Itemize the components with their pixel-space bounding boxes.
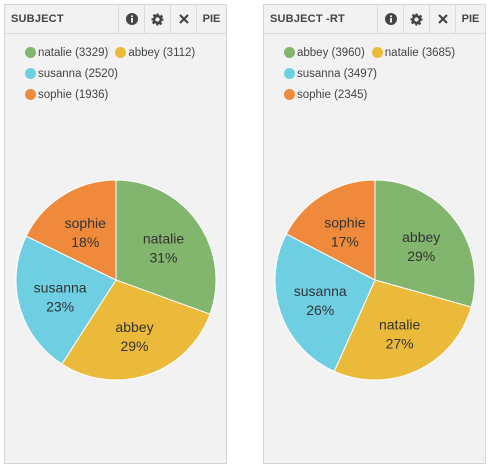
- panel-toolbar: PIE: [118, 5, 226, 33]
- gear-icon: [410, 13, 423, 25]
- slice-percent: 29%: [407, 248, 435, 264]
- legend-swatch: [371, 47, 383, 58]
- slice-label: susanna: [34, 280, 87, 296]
- close-button[interactable]: [170, 5, 196, 33]
- pie-slice-sophie[interactable]: [25, 179, 117, 281]
- pie-slice-susanna[interactable]: [274, 233, 376, 372]
- legend-item[interactable]: natalie (3685): [371, 46, 456, 59]
- chart-type-button[interactable]: PIE: [196, 5, 226, 33]
- settings-button[interactable]: [403, 5, 429, 33]
- slice-percent: 31%: [149, 250, 177, 266]
- legend-item[interactable]: sophie (2345): [284, 89, 367, 101]
- pie-slice-abbey[interactable]: [61, 279, 211, 381]
- legend-swatch: [284, 89, 295, 100]
- legend-label: natalie (3685): [384, 46, 456, 59]
- panel-title: SUBJECT: [11, 13, 64, 25]
- pie-slice-sophie[interactable]: [285, 179, 376, 281]
- legend-row: sophie (1936): [25, 84, 225, 105]
- chart-legend: abbey (3960) natalie (3685) susanna (3497)…: [284, 42, 484, 105]
- legend-swatch: [115, 47, 127, 58]
- legend-item[interactable]: susanna (2520): [25, 68, 118, 80]
- slice-percent: 27%: [386, 336, 414, 352]
- pie-slice-natalie[interactable]: [115, 179, 217, 315]
- info-button[interactable]: [377, 5, 403, 33]
- chart-panel-subject-rt: SUBJECT -RT PIE a: [263, 4, 486, 464]
- pie-slice-abbey[interactable]: [374, 179, 476, 308]
- slice-percent: 18%: [71, 234, 99, 250]
- legend-label: sophie (1936): [38, 88, 109, 101]
- legend-label: abbey (3112): [128, 46, 196, 59]
- legend-row: susanna (3497): [284, 63, 484, 84]
- legend-item[interactable]: susanna (3497): [284, 68, 377, 80]
- legend-item[interactable]: abbey (3960): [284, 47, 365, 59]
- slice-label: susanna: [294, 283, 347, 299]
- info-button[interactable]: [118, 5, 144, 33]
- close-icon: [178, 14, 189, 24]
- panel-header: SUBJECT -RT PIE: [264, 5, 485, 34]
- pie-chart: natalie 31% abbey 29% susanna 23% sophie 18%: [15, 179, 217, 381]
- slice-label: sophie: [324, 214, 365, 230]
- legend-swatch: [25, 47, 36, 58]
- legend-item[interactable]: abbey (3112): [115, 47, 195, 59]
- slice-percent: 23%: [46, 299, 74, 315]
- legend-row: susanna (2520): [25, 63, 225, 84]
- panel-header: SUBJECT PIE: [5, 5, 226, 34]
- slice-label: abbey: [115, 319, 153, 335]
- slice-label: natalie: [379, 317, 420, 333]
- legend-row: sophie (2345): [284, 84, 484, 105]
- legend-item[interactable]: natalie (3329): [25, 47, 108, 59]
- panel-title: SUBJECT -RT: [270, 13, 345, 25]
- slice-percent: 29%: [120, 338, 148, 354]
- pie-chart: abbey 29% natalie 27% susanna 26% sophie 17%: [274, 179, 476, 381]
- slice-label: abbey: [402, 229, 440, 245]
- info-icon: [125, 13, 138, 25]
- legend-row: abbey (3960) natalie (3685): [284, 42, 484, 63]
- info-icon: [384, 13, 397, 25]
- gear-icon: [151, 13, 164, 25]
- panel-toolbar: PIE: [377, 5, 485, 33]
- close-icon: [437, 14, 448, 24]
- legend-label: abbey (3960): [297, 46, 365, 59]
- chart-legend: natalie (3329) abbey (3112) susanna (2520)…: [25, 42, 225, 105]
- pie-slice-natalie[interactable]: [333, 279, 472, 381]
- close-button[interactable]: [429, 5, 455, 33]
- legend-swatch: [284, 47, 295, 58]
- slice-label: sophie: [65, 215, 106, 231]
- legend-label: susanna (2520): [38, 67, 118, 80]
- legend-swatch: [284, 68, 295, 79]
- chart-type-button[interactable]: PIE: [455, 5, 485, 33]
- legend-label: sophie (2345): [297, 88, 368, 101]
- legend-label: natalie (3329): [38, 46, 109, 59]
- settings-button[interactable]: [144, 5, 170, 33]
- slice-percent: 26%: [306, 302, 334, 318]
- legend-item[interactable]: sophie (1936): [25, 89, 108, 101]
- slice-percent: 17%: [331, 233, 359, 249]
- legend-label: susanna (3497): [297, 67, 377, 80]
- slice-label: natalie: [143, 231, 184, 247]
- legend-swatch: [25, 68, 36, 79]
- legend-swatch: [25, 89, 36, 100]
- chart-panel-subject: SUBJECT PIE natal: [4, 4, 227, 464]
- legend-row: natalie (3329) abbey (3112): [25, 42, 225, 63]
